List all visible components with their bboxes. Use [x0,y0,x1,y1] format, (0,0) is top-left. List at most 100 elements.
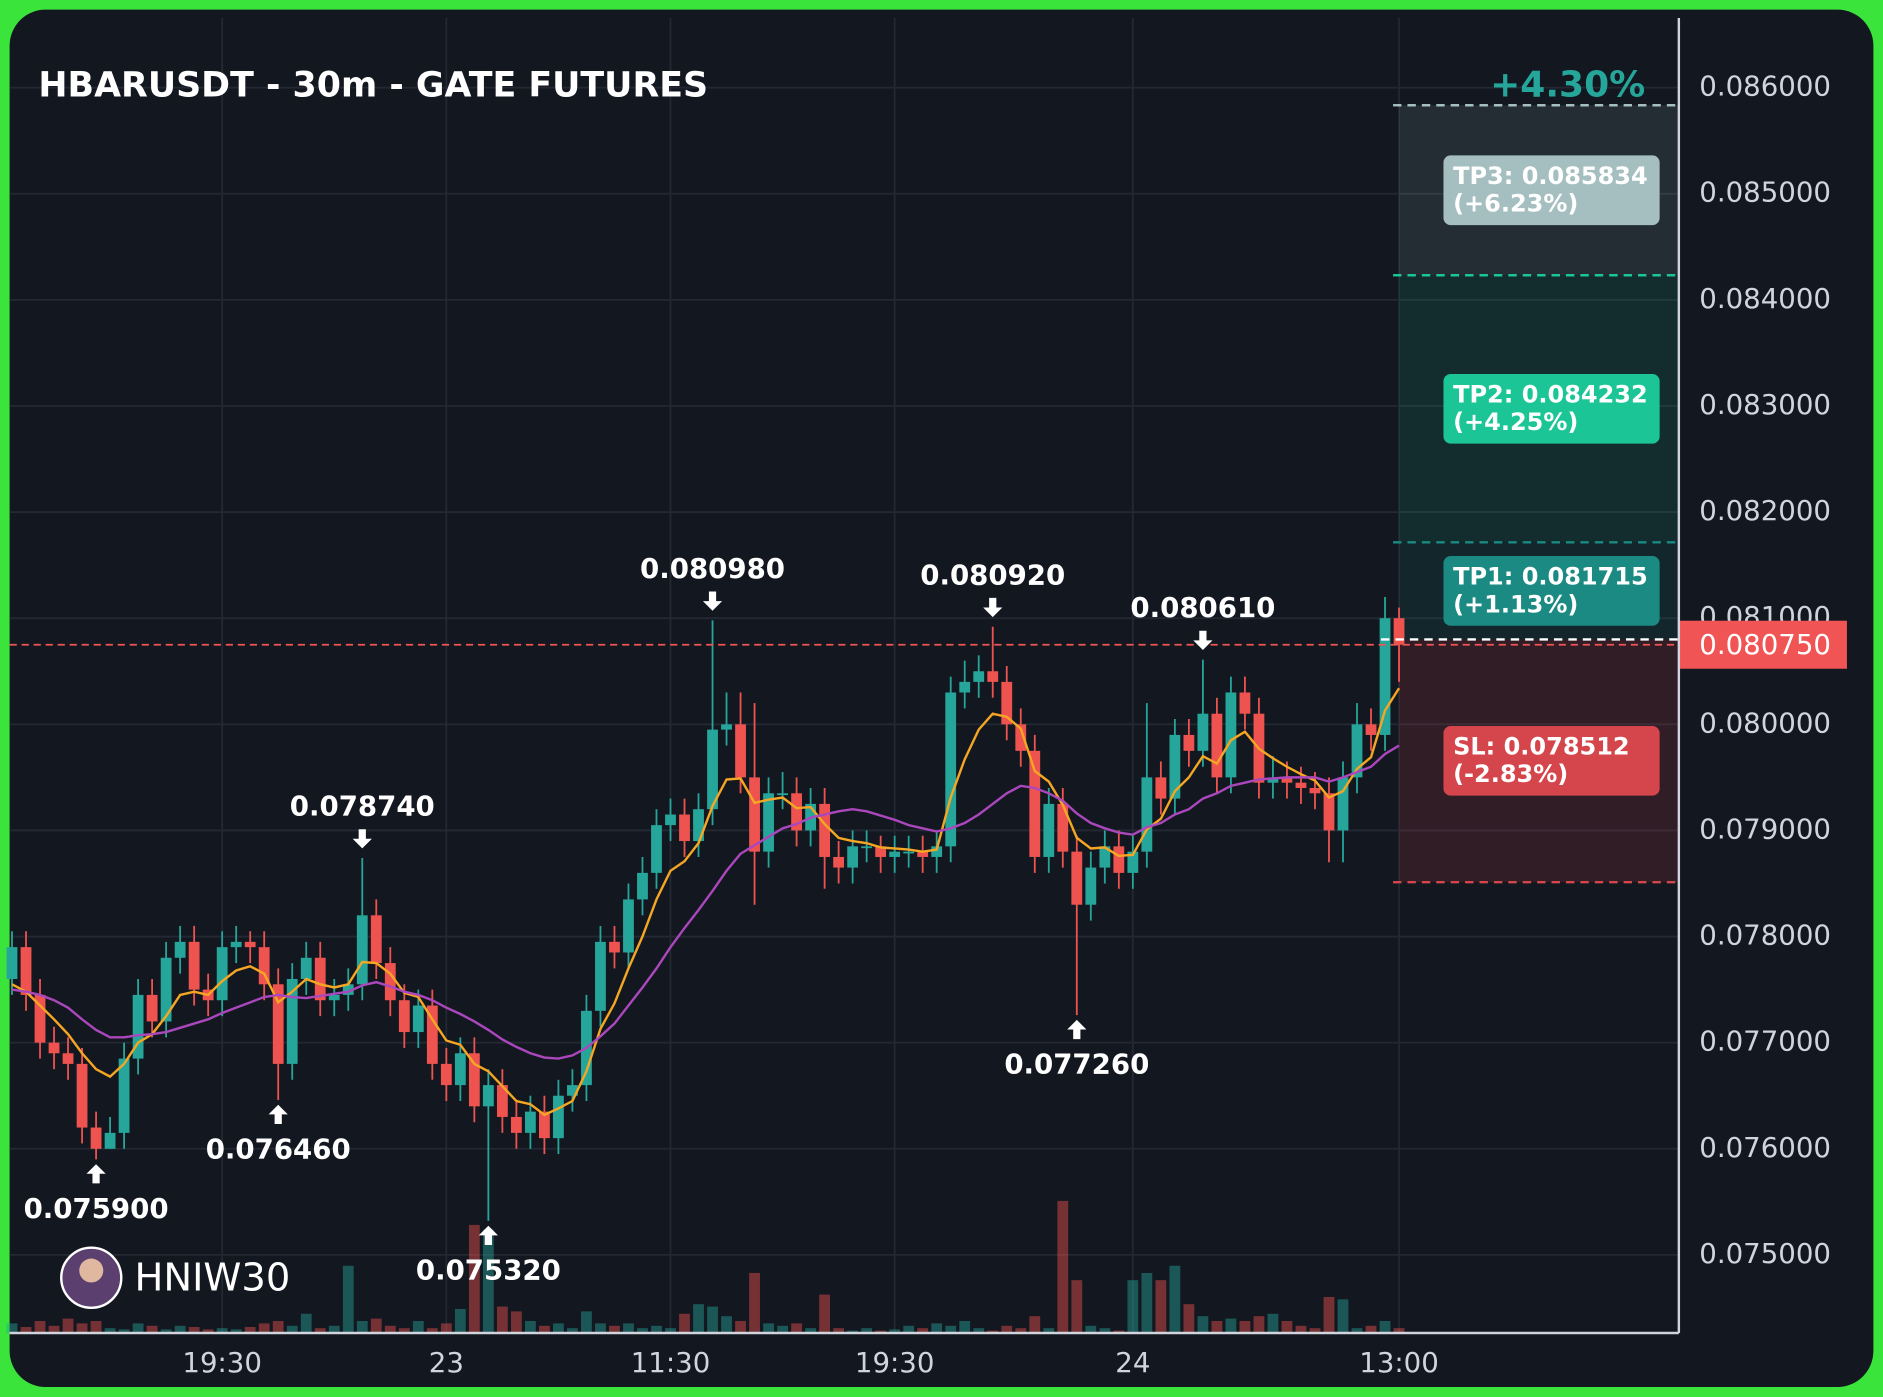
volume-bar [244,1326,256,1333]
annotation-label: 0.080920 [920,558,1065,591]
volume-bar [931,1323,943,1333]
volume-bar [791,1323,802,1333]
candle-body [623,899,634,953]
volume-bar [342,1265,354,1333]
candle-body [482,1085,494,1107]
volume-bar [160,1329,172,1333]
candle-body [412,1005,424,1033]
volume-bar [749,1272,760,1333]
candle-body [595,941,606,1011]
volume-bar [384,1325,396,1333]
candle-body [300,957,312,979]
y-tick-label: 0.079000 [1699,812,1831,845]
overlay-layer: 0.075000 0.076000 0.077000 0.078000 0.079000… [9,70,1847,1379]
volume-bar [1393,1328,1405,1333]
annotation-label: 0.075900 [24,1192,169,1225]
y-tick-label: 0.082000 [1699,494,1831,527]
candle-body [356,915,368,985]
volume-bar [707,1306,718,1333]
y-tick-label: 0.080000 [1699,706,1831,739]
candle-body [342,984,354,995]
volume-bar [510,1311,522,1333]
ma-line [11,687,1401,1117]
x-tick-label: 24 [1115,1346,1150,1379]
volume-bar [903,1325,915,1333]
candle-body [889,851,901,857]
candle-body [1113,846,1125,873]
candle-body [48,1042,60,1054]
volume-bar [496,1306,508,1333]
candle-body [1197,713,1209,751]
volume-bar [805,1328,817,1333]
candle-body [903,851,915,854]
candle-body [749,777,760,852]
candle-body [454,1053,466,1086]
candle-body [6,947,18,979]
y-tick-label: 0.076000 [1699,1131,1831,1164]
candle-body [1001,681,1013,725]
volume-bar [1043,1328,1055,1333]
volume-bar [524,1320,536,1333]
candle-body [735,724,746,778]
volume-bar [581,1311,592,1333]
candle-body [1351,724,1363,778]
volume-bar [1127,1280,1139,1333]
x-tick-label: 19:30 [855,1346,935,1379]
volume-bar [539,1325,550,1333]
volume-bar [1267,1313,1279,1333]
volume-bar [917,1328,929,1333]
candle-body [104,1132,116,1149]
candle-body [539,1111,550,1139]
candle-body [216,947,228,1001]
candle-body [1043,803,1055,857]
y-tick-label: 0.078000 [1699,919,1831,952]
volume-bar [1239,1320,1251,1333]
grid-layer [9,18,1679,1333]
annotation-arrow [983,597,1003,618]
candle-layer [6,596,1405,1221]
volume-bar [1071,1280,1083,1333]
x-tick-label: 11:30 [631,1346,711,1379]
candle-body [1281,777,1293,783]
volume-bar [609,1325,620,1333]
volume-bar [104,1328,116,1333]
annotation-arrow [352,829,372,849]
candle-body [1323,793,1335,831]
volume-bar [679,1313,690,1333]
target-box [1443,556,1660,626]
volume-bar [1253,1316,1265,1333]
candle-body [398,1000,410,1033]
target-label: TP1: 0.081715 [1453,563,1648,591]
annotation-label: 0.080980 [640,552,785,585]
annotation-arrow [702,591,723,611]
candle-body [1225,692,1237,778]
candle-body [833,856,845,868]
volume-bar [1099,1328,1111,1333]
volume-bar [623,1323,634,1333]
y-tick-label: 0.086000 [1699,70,1831,103]
volume-bar [1365,1325,1377,1333]
volume-bar [1029,1316,1041,1333]
candle-body [1071,851,1083,905]
volume-bar [286,1325,298,1333]
volume-bar [973,1328,985,1333]
volume-bar [468,1224,480,1333]
candle-body [314,957,326,1001]
candle-body [1295,782,1307,788]
target-label: TP2: 0.084232 [1453,381,1648,409]
volume-bar [1155,1280,1167,1333]
candle-body [1393,618,1405,645]
y-tick-label: 0.083000 [1699,388,1831,421]
volume-bar [1085,1325,1097,1333]
chart-title: HBARUSDT - 30m - GATE FUTURES [38,65,708,105]
candle-body [1155,777,1167,799]
candle-body [959,681,971,693]
annotation-arrow [478,1225,498,1245]
volume-bar [230,1329,242,1333]
candle-body [468,1053,480,1107]
x-tick-label: 19:30 [182,1346,262,1379]
volume-bar [328,1325,340,1333]
candle-body [286,978,298,1064]
volume-bar [62,1318,74,1333]
volume-bar [300,1313,312,1333]
